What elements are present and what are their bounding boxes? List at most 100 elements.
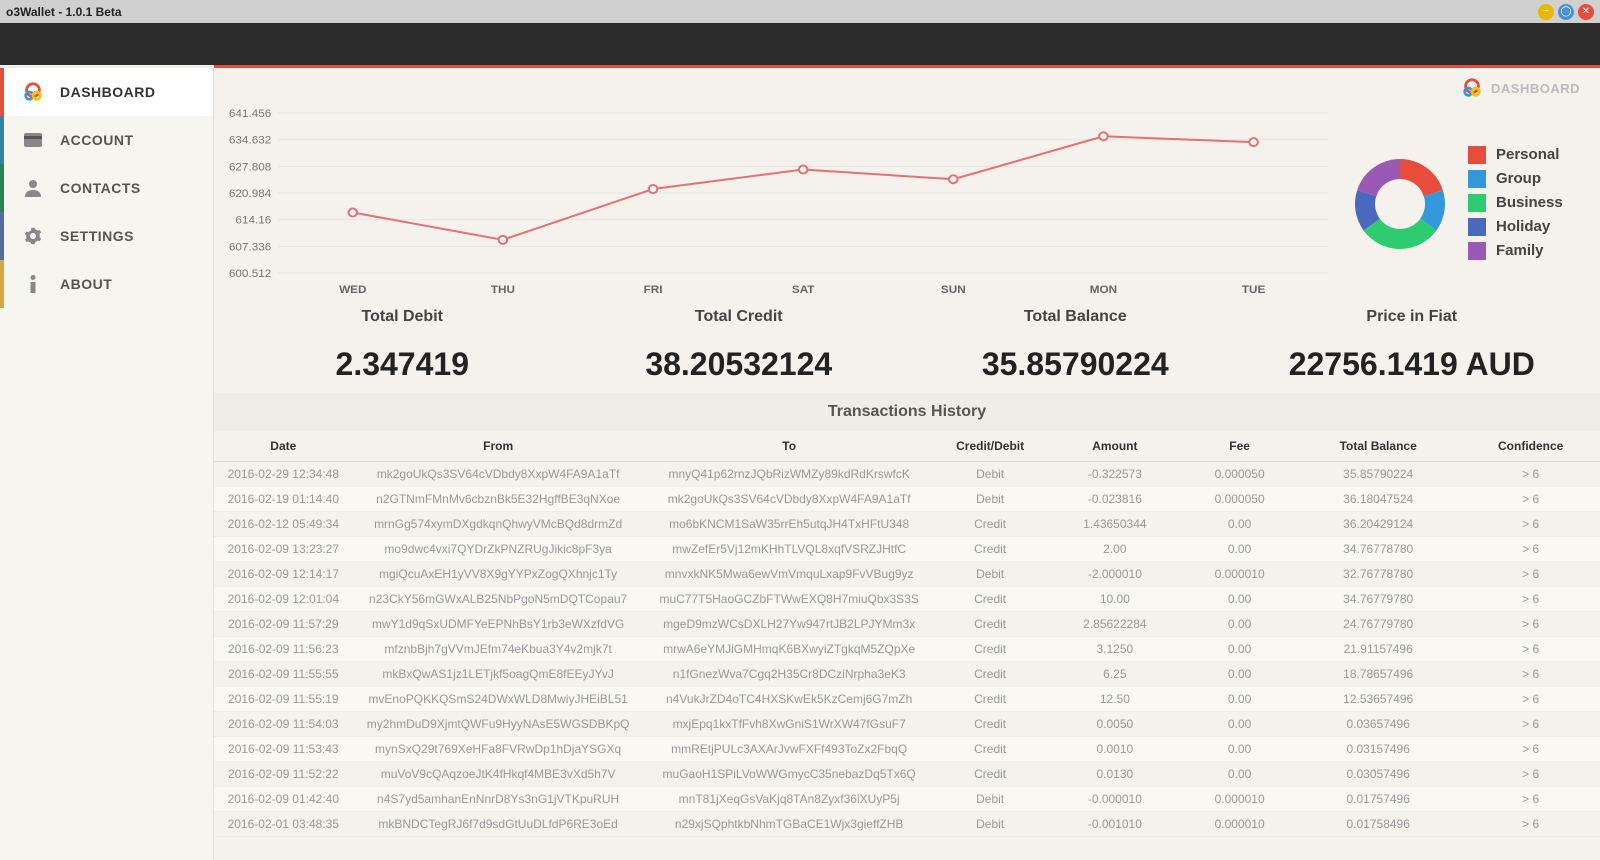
table-cell: Credit [935, 587, 1046, 612]
table-cell: 2.85622284 [1046, 612, 1185, 637]
stat-value: 35.85790224 [907, 346, 1244, 383]
table-row[interactable]: 2016-02-12 05:49:34mrnGg574xymDXgdkqnQhw… [214, 512, 1600, 537]
table-cell: > 6 [1461, 537, 1600, 562]
table-cell: 2016-02-09 11:53:43 [214, 737, 353, 762]
table-cell: -0.322573 [1046, 462, 1185, 487]
table-cell: mnyQ41p62rnzJQbRizWMZy89kdRdKrswfcK [644, 462, 935, 487]
table-row[interactable]: 2016-02-09 12:01:04n23CkY56mGWxALB25NbPg… [214, 587, 1600, 612]
table-cell: > 6 [1461, 587, 1600, 612]
table-cell: 0.01758496 [1295, 812, 1461, 837]
stat-label: Total Credit [571, 308, 908, 326]
table-row[interactable]: 2016-02-09 11:56:23mfznbBjh7gVVmJEfm74eK… [214, 637, 1600, 662]
table-cell: Debit [935, 462, 1046, 487]
sidebar-item-account[interactable]: ACCOUNT [0, 116, 213, 164]
table-cell: Debit [935, 787, 1046, 812]
donut-legend: PersonalGroupBusinessHolidayFamily [1468, 146, 1563, 266]
table-cell: Credit [935, 537, 1046, 562]
table-cell: 34.76779780 [1295, 587, 1461, 612]
table-row[interactable]: 2016-02-09 11:52:22muVoV9cQAqzoeJtK4fHkq… [214, 762, 1600, 787]
table-row[interactable]: 2016-02-09 11:55:19mvEnoPQKKQSmS24DWxWLD… [214, 687, 1600, 712]
tx-col-header[interactable]: From [353, 431, 644, 462]
legend-item: Family [1468, 242, 1563, 260]
table-cell: 0.000050 [1184, 462, 1295, 487]
table-row[interactable]: 2016-02-01 03:48:35mkBNDCTegRJ6f7d9sdGtU… [214, 812, 1600, 837]
minimize-button[interactable]: − [1538, 4, 1554, 20]
table-cell: 0.000010 [1184, 787, 1295, 812]
stat-value: 38.20532124 [571, 346, 908, 383]
table-cell: muGaoH1SPiLVoWWGmycC35nebazDq5Tx6Q [644, 762, 935, 787]
table-cell: n1fGnezWva7Cgq2H35Cr8DCziNrpha3eK3 [644, 662, 935, 687]
tx-col-header[interactable]: To [644, 431, 935, 462]
table-cell: mwY1d9qSxUDMFYeEPNhBsY1rb3eWXzfdVG [353, 612, 644, 637]
table-cell: n2GTNmFMnMv6cbznBk5E32HgffBE3qNXoe [353, 487, 644, 512]
window-title: o3Wallet - 1.0.1 Beta [6, 5, 122, 19]
tx-col-header[interactable]: Fee [1184, 431, 1295, 462]
gear-icon [22, 225, 44, 247]
table-cell: Credit [935, 612, 1046, 637]
donut-chart [1350, 154, 1450, 257]
table-row[interactable]: 2016-02-09 13:23:27mo9dwc4vxi7QYDrZkPNZR… [214, 537, 1600, 562]
table-row[interactable]: 2016-02-09 01:42:40n4S7yd5amhanEnNnrD8Ys… [214, 787, 1600, 812]
table-cell: 0.01757496 [1295, 787, 1461, 812]
table-row[interactable]: 2016-02-09 11:57:29mwY1d9qSxUDMFYeEPNhBs… [214, 612, 1600, 637]
table-cell: > 6 [1461, 462, 1600, 487]
table-cell: 0.00 [1184, 637, 1295, 662]
tx-col-header[interactable]: Credit/Debit [935, 431, 1046, 462]
sidebar-item-settings[interactable]: SETTINGS [0, 212, 213, 260]
table-cell: > 6 [1461, 637, 1600, 662]
table-cell: 6.25 [1046, 662, 1185, 687]
sidebar-item-label: DASHBOARD [60, 84, 156, 100]
table-cell: mxjEpq1kxTfFvh8XwGniS1WrXW47fGsuF7 [644, 712, 935, 737]
table-cell: n29xjSQphtkbNhmTGBaCE1Wjx3gieffZHB [644, 812, 935, 837]
table-row[interactable]: 2016-02-09 11:53:43mynSxQ29t769XeHFa8FVR… [214, 737, 1600, 762]
table-cell: 2016-02-09 11:56:23 [214, 637, 353, 662]
table-cell: 0.000050 [1184, 487, 1295, 512]
sidebar-item-about[interactable]: ABOUT [0, 260, 213, 308]
breadcrumb: DASHBOARD [214, 68, 1600, 108]
table-cell: 0.0130 [1046, 762, 1185, 787]
table-cell: n4S7yd5amhanEnNnrD8Ys3nG1jVTKpuRUH [353, 787, 644, 812]
table-cell: muC77T5HaoGCZbFTWwEXQ8H7miuQbx3S3S [644, 587, 935, 612]
sidebar-item-contacts[interactable]: CONTACTS [0, 164, 213, 212]
table-cell: > 6 [1461, 812, 1600, 837]
table-row[interactable]: 2016-02-09 11:55:55mkBxQwAS1jz1LETjkf5oa… [214, 662, 1600, 687]
table-cell: 32.76778780 [1295, 562, 1461, 587]
tx-col-header[interactable]: Date [214, 431, 353, 462]
table-row[interactable]: 2016-02-29 12:34:48mk2goUkQs3SV64cVDbdy8… [214, 462, 1600, 487]
tx-col-header[interactable]: Amount [1046, 431, 1185, 462]
table-cell: muVoV9cQAqzoeJtK4fHkqf4MBE3vXd5h7V [353, 762, 644, 787]
table-cell: 2016-02-09 11:52:22 [214, 762, 353, 787]
stat-value: 2.347419 [234, 346, 571, 383]
main-content: DASHBOARD 600.512607.336614.16620.984627… [214, 68, 1600, 860]
table-cell: 1.43650344 [1046, 512, 1185, 537]
table-cell: > 6 [1461, 662, 1600, 687]
table-cell: 36.20429124 [1295, 512, 1461, 537]
svg-text:THU: THU [491, 284, 515, 296]
table-cell: mgeD9mzWCsDXLH27Yw947rtJB2LPJYMm3x [644, 612, 935, 637]
table-cell: 18.78657496 [1295, 662, 1461, 687]
tx-col-header[interactable]: Confidence [1461, 431, 1600, 462]
table-cell: 0.00 [1184, 737, 1295, 762]
tx-col-header[interactable]: Total Balance [1295, 431, 1461, 462]
maximize-button[interactable]: ◯ [1558, 4, 1574, 20]
stat-col: Price in Fiat22756.1419 AUD [1244, 308, 1581, 383]
close-button[interactable]: ✕ [1578, 4, 1594, 20]
table-cell: 2016-02-09 11:54:03 [214, 712, 353, 737]
table-row[interactable]: 2016-02-19 01:14:40n2GTNmFMnMv6cbznBk5E3… [214, 487, 1600, 512]
legend-swatch [1468, 146, 1486, 164]
logo-icon [22, 81, 44, 103]
table-row[interactable]: 2016-02-09 12:14:17mgiQcuAxEH1yVV8X9gYYP… [214, 562, 1600, 587]
table-cell: 0.000010 [1184, 562, 1295, 587]
sidebar-item-dashboard[interactable]: DASHBOARD [0, 68, 213, 116]
sidebar-item-label: ABOUT [60, 276, 112, 292]
table-row[interactable]: 2016-02-09 11:54:03my2hmDuD9XjmtQWFu9Hyy… [214, 712, 1600, 737]
legend-label: Business [1496, 194, 1563, 211]
table-cell: > 6 [1461, 612, 1600, 637]
table-cell: Credit [935, 512, 1046, 537]
table-cell: > 6 [1461, 762, 1600, 787]
table-cell: > 6 [1461, 512, 1600, 537]
stat-col: Total Debit2.347419 [234, 308, 571, 383]
stats-row: Total Debit2.347419Total Credit 38.205321… [214, 303, 1600, 393]
svg-text:SAT: SAT [792, 284, 815, 296]
table-cell: 34.76778780 [1295, 537, 1461, 562]
